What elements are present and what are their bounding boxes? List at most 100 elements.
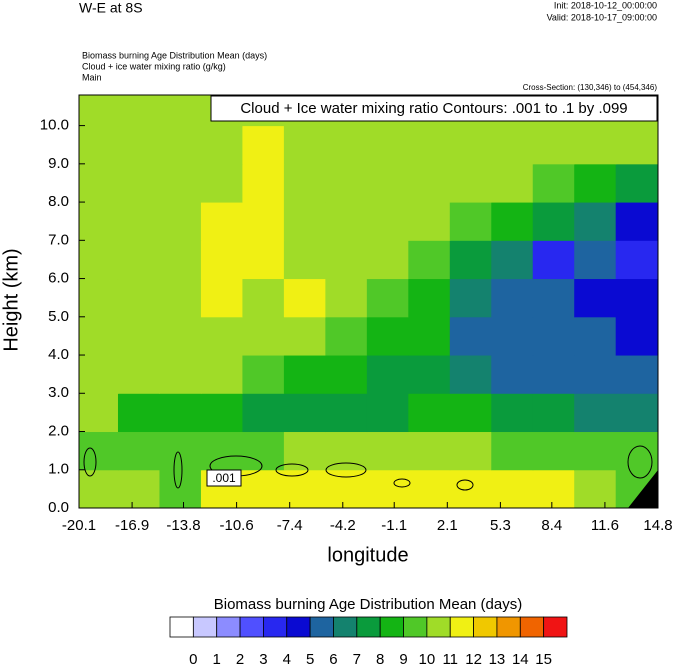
cell: [532, 125, 575, 165]
y-tick-label: 6.0: [48, 270, 69, 287]
cell: [449, 393, 492, 433]
contour: [456, 479, 474, 491]
cell: [408, 240, 451, 280]
cell: [325, 278, 368, 318]
y-tick-label: 1.0: [48, 461, 69, 478]
cell: [449, 125, 492, 165]
cell: [491, 202, 534, 241]
cell: [366, 163, 409, 203]
cell: [408, 393, 451, 433]
x-tick-label: 2.1: [437, 517, 458, 534]
x-tick-label: 8.4: [541, 517, 562, 534]
colorbar-box: [356, 616, 381, 638]
x-tick-label: -4.2: [330, 517, 356, 534]
cross-section: Cross-Section: (130,346) to (454,346): [523, 83, 658, 92]
colorbar-label: 3: [259, 651, 267, 667]
colorbar-box: [286, 616, 311, 638]
cell: [574, 316, 617, 356]
x-tick-label: -16.9: [115, 517, 149, 534]
cell: [283, 125, 326, 165]
x-axis-label: longitude: [327, 544, 408, 566]
colorbar-label: 9: [399, 651, 407, 667]
cell: [117, 163, 160, 203]
cell: [117, 355, 160, 394]
colorbar-box: [309, 616, 334, 638]
cell: [615, 125, 658, 165]
cell: [79, 278, 119, 318]
cell: [408, 431, 451, 471]
cell: [615, 163, 658, 203]
cell: [117, 278, 160, 318]
cell: [159, 240, 202, 280]
cell: [574, 469, 617, 509]
cell: [242, 125, 285, 165]
cell: [615, 393, 658, 433]
cell: [449, 469, 492, 509]
cell: [159, 95, 202, 127]
colorbar-box: [216, 616, 241, 638]
cell: [200, 163, 243, 203]
cell: [449, 316, 492, 356]
cell: [242, 278, 285, 318]
x-tick-label: -7.4: [277, 517, 303, 534]
cell: [117, 316, 160, 356]
cell: [325, 240, 368, 280]
y-tick-label: 3.0: [48, 384, 69, 401]
cell: [79, 240, 119, 280]
cell: [408, 469, 451, 509]
cell: [532, 316, 575, 356]
cell: [366, 393, 409, 433]
colorbar-label: 5: [306, 651, 314, 667]
colorbar-box: [169, 616, 194, 638]
cell: [79, 316, 119, 356]
cell: [532, 393, 575, 433]
colorbar-label: 0: [189, 651, 197, 667]
cell: [283, 355, 326, 394]
y-tick-label: 5.0: [48, 308, 69, 325]
x-tick-label: -10.6: [220, 517, 254, 534]
valid-time: Valid: 2018-10-17_09:00:00: [547, 12, 657, 22]
x-tick-label: 11.6: [591, 517, 619, 534]
cell: [366, 431, 409, 471]
cell: [79, 202, 119, 241]
cell: [449, 355, 492, 394]
cell: [325, 393, 368, 433]
cell: [366, 202, 409, 241]
cell: [79, 95, 119, 127]
colorbar-box: [519, 616, 545, 638]
cell: [242, 202, 285, 241]
x-tick-label: -20.1: [62, 517, 96, 534]
colorbar-box: [403, 616, 428, 638]
colorbar-label: 6: [329, 651, 337, 667]
cell: [283, 316, 326, 356]
y-axis-label: Height (km): [0, 248, 22, 351]
cell: [491, 278, 534, 318]
cell: [408, 163, 451, 203]
cell: [615, 355, 658, 394]
colorbar-label: 14: [512, 651, 529, 667]
cell: [366, 125, 409, 165]
cell: [283, 240, 326, 280]
subtitle: Main: [82, 72, 102, 82]
cell: [159, 469, 202, 509]
y-tick-label: 0.0: [48, 499, 69, 516]
cell: [408, 278, 451, 318]
cell: [366, 278, 409, 318]
cell: [159, 316, 202, 356]
cell: [449, 163, 492, 203]
subtitle: Biomass burning Age Distribution Mean (d…: [82, 50, 267, 60]
x-tick-label: 14.8: [643, 517, 672, 534]
cell: [200, 202, 243, 241]
cell: [366, 316, 409, 356]
contour: [275, 463, 309, 477]
cell: [325, 469, 368, 509]
cell: [325, 202, 368, 241]
terrain: [628, 470, 658, 508]
x-tick-label: -13.8: [166, 517, 200, 534]
cell: [408, 202, 451, 241]
cell: [491, 240, 534, 280]
colorbar-title: Biomass burning Age Distribution Mean (d…: [214, 596, 522, 613]
cell: [117, 431, 160, 471]
colorbar-label: 12: [465, 651, 482, 667]
colorbar-box: [543, 616, 568, 638]
